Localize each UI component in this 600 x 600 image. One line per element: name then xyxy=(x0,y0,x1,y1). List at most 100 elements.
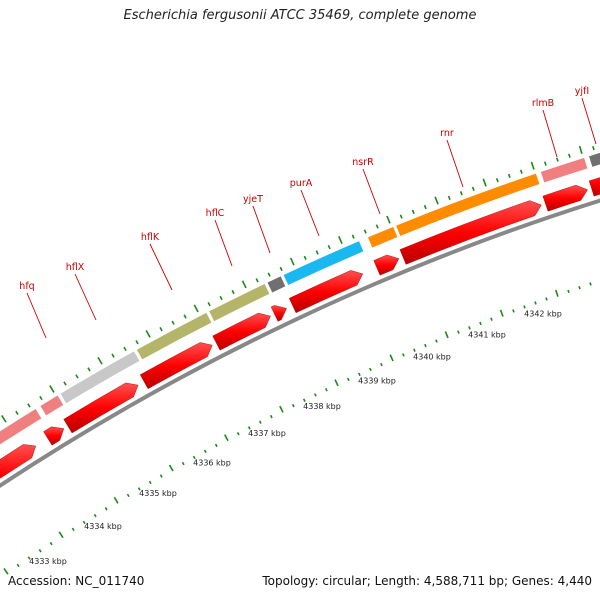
gene-layer xyxy=(0,151,600,446)
outer-tick xyxy=(434,196,439,205)
gene-label-hfq: hfq xyxy=(19,281,34,292)
cds-arrow xyxy=(43,426,65,446)
outer-tick xyxy=(495,177,499,183)
scale-tick xyxy=(82,520,86,525)
outer-tick xyxy=(207,301,211,307)
gene-bar-hflK xyxy=(135,311,213,361)
scale-label: 4337 kbp xyxy=(248,429,286,438)
outer-tick xyxy=(399,214,403,219)
outer-tick xyxy=(231,289,235,295)
scale-tick xyxy=(224,434,229,442)
outer-tick xyxy=(193,304,199,313)
scale-tick xyxy=(279,405,284,413)
accession-text: Accession: NC_011740 xyxy=(8,574,145,588)
scale-tick xyxy=(567,289,570,294)
gene-label-rlmB: rlmB xyxy=(532,98,554,109)
scale-tick xyxy=(380,362,383,367)
scale-tick xyxy=(589,282,592,286)
outer-tick xyxy=(27,403,31,408)
scale-tick xyxy=(313,393,317,397)
scale-tick xyxy=(93,513,97,518)
tick-layer xyxy=(1,145,595,575)
scale-tick xyxy=(214,443,218,448)
scale-tick xyxy=(490,317,493,321)
outer-tick xyxy=(315,250,319,255)
outer-tick xyxy=(145,330,151,338)
scale-tick xyxy=(27,556,31,560)
cds-arrow xyxy=(588,177,600,197)
scale-tick xyxy=(347,377,350,382)
outer-tick xyxy=(39,395,43,401)
leader-line xyxy=(542,109,558,158)
backbone-layer xyxy=(0,198,600,489)
gene-bar-yjeT xyxy=(266,275,287,294)
scale-tick xyxy=(126,493,130,498)
scale-label: 4338 kbp xyxy=(303,402,341,411)
scale-tick xyxy=(554,289,559,297)
scale-tick xyxy=(512,309,515,313)
scale-tick xyxy=(302,398,306,402)
cds-arrow xyxy=(0,444,37,479)
gene-bar-hflX xyxy=(59,349,141,405)
outer-tick xyxy=(1,414,7,423)
gene-bar-rlmB xyxy=(539,156,589,184)
leader-line xyxy=(300,189,320,237)
outer-tick xyxy=(159,327,163,332)
outer-tick xyxy=(15,410,19,416)
outer-tick xyxy=(171,320,175,325)
scale-label: 4334 kbp xyxy=(84,522,122,531)
outer-tick xyxy=(592,145,595,151)
leader-line xyxy=(446,139,464,188)
outer-tick xyxy=(530,161,535,170)
cds-arrow xyxy=(270,305,287,322)
cds-arrow xyxy=(542,184,588,212)
outer-tick xyxy=(375,224,379,229)
gene-label-hflX: hflX xyxy=(66,262,85,273)
scale-tick xyxy=(71,527,75,532)
scale-tick xyxy=(424,343,427,348)
map-title: Escherichia fergusonii ATCC 35469, compl… xyxy=(123,8,477,23)
scale-tick xyxy=(402,353,405,357)
scale-tick xyxy=(499,309,504,317)
leader-line xyxy=(149,243,173,291)
outer-tick xyxy=(303,255,307,261)
scale-tick xyxy=(389,354,394,362)
cds-arrow xyxy=(212,312,271,351)
outer-tick xyxy=(255,278,259,283)
scale-tick xyxy=(168,464,174,472)
gene-bar-hflC xyxy=(207,282,271,323)
outer-tick xyxy=(289,257,295,266)
scale-tick xyxy=(38,549,42,553)
scale-tick xyxy=(203,449,207,454)
outer-tick xyxy=(338,236,343,244)
outer-tick xyxy=(555,157,559,162)
outer-tick xyxy=(49,385,55,393)
scale-tick xyxy=(104,507,108,511)
backbone-line xyxy=(0,198,600,489)
scale-tick xyxy=(148,480,152,485)
outer-tick xyxy=(63,381,67,386)
leader-line xyxy=(214,219,233,267)
outer-tick xyxy=(543,161,547,166)
scale-label-layer: 4333 kbp 4334 kbp 4335 kbp 4336 kbp 4337 kbp… xyxy=(29,310,562,566)
outer-tick xyxy=(447,195,451,200)
gene-label-hflK: hflK xyxy=(141,232,160,243)
scale-label: 4336 kbp xyxy=(193,458,231,467)
gene-label-nsrR: nsrR xyxy=(352,157,374,168)
scale-tick xyxy=(181,461,185,466)
scale-tick xyxy=(291,403,295,408)
scale-tick xyxy=(369,367,372,372)
outer-tick xyxy=(471,186,475,191)
scale-tick xyxy=(468,326,471,330)
outer-tick xyxy=(459,191,463,196)
scale-tick xyxy=(413,348,416,352)
cds-arrow xyxy=(399,200,542,265)
gene-label-layer: hfq hflX hflK hflC yjeT purA nsrR rnr rlmB yjfI xyxy=(19,86,597,339)
outer-tick xyxy=(423,204,427,210)
scale-tick xyxy=(523,305,526,309)
outer-tick xyxy=(568,153,571,158)
outer-tick xyxy=(482,178,487,187)
scale-tick xyxy=(435,339,438,343)
cds-arrow xyxy=(373,254,400,276)
